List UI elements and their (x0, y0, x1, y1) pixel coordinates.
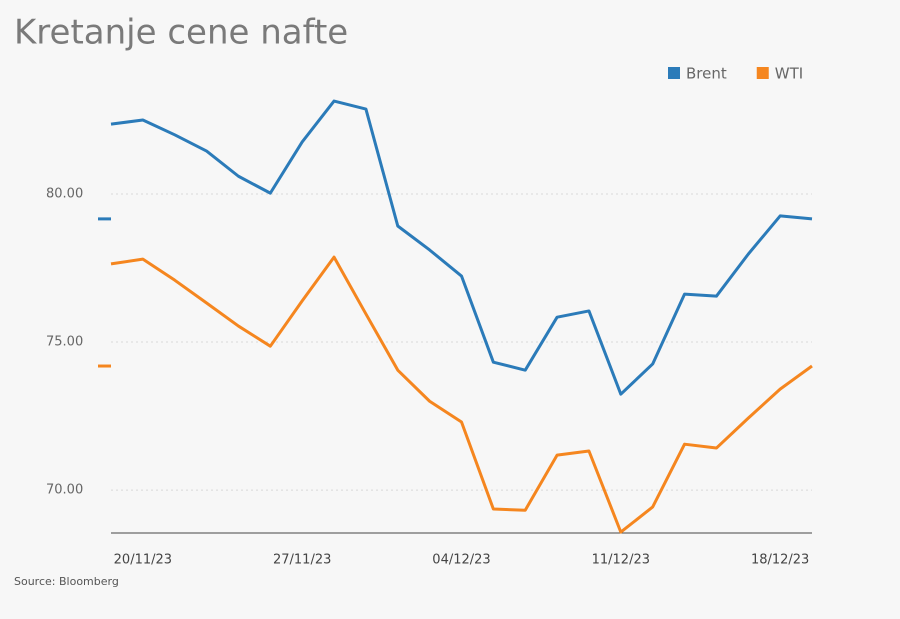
y-tick-label: 75.00 (46, 335, 83, 350)
source: Source: Bloomberg (14, 575, 119, 588)
x-tick-label: 04/12/23 (432, 553, 490, 568)
x-tick-label: 20/11/23 (114, 553, 172, 568)
y-tick-label: 80.00 (46, 187, 83, 202)
legend-swatch (756, 67, 769, 79)
x-tick-label: 11/12/23 (592, 553, 650, 568)
x-tick-label: 27/11/23 (273, 553, 331, 568)
legend-swatch (668, 67, 680, 79)
legend-label: WTI (775, 65, 803, 83)
chart-title: Kretanje cene nafte (14, 13, 348, 53)
legend-label: Brent (686, 65, 727, 83)
line-series (110, 99, 813, 396)
x-tick-label: 18/12/23 (751, 553, 809, 568)
y-tick-label: 70.00 (46, 483, 83, 498)
line-series (110, 255, 813, 534)
